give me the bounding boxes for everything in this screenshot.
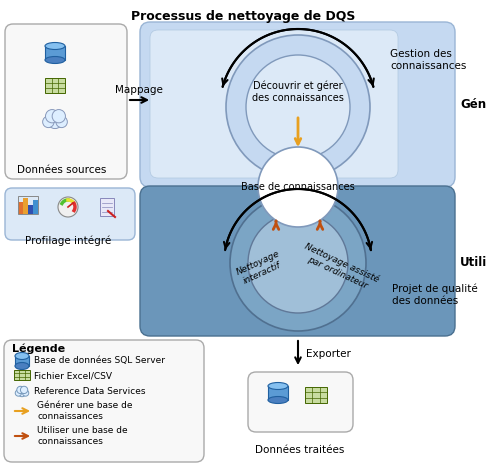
Ellipse shape bbox=[15, 363, 29, 370]
Circle shape bbox=[20, 386, 28, 394]
FancyBboxPatch shape bbox=[5, 188, 135, 240]
Text: Nettoyage
interactif: Nettoyage interactif bbox=[235, 249, 285, 287]
Circle shape bbox=[15, 390, 21, 396]
Ellipse shape bbox=[45, 57, 65, 64]
Text: Utiliser une base de
connaissances: Utiliser une base de connaissances bbox=[37, 426, 128, 446]
Text: Exporter: Exporter bbox=[306, 349, 351, 359]
Circle shape bbox=[17, 388, 27, 397]
Bar bbox=[45, 46, 65, 60]
Circle shape bbox=[258, 147, 338, 227]
Ellipse shape bbox=[268, 382, 288, 389]
Ellipse shape bbox=[45, 43, 65, 50]
Bar bbox=[14, 370, 30, 380]
Text: Mappage: Mappage bbox=[115, 85, 163, 95]
Bar bbox=[305, 387, 327, 403]
Text: Projet de qualité
des données: Projet de qualité des données bbox=[392, 284, 478, 306]
Bar bbox=[100, 198, 114, 216]
Circle shape bbox=[230, 195, 366, 331]
Text: Données traitées: Données traitées bbox=[255, 445, 345, 455]
FancyBboxPatch shape bbox=[140, 186, 455, 336]
Text: Nettoyage assisté
par ordinateur: Nettoyage assisté par ordinateur bbox=[299, 242, 381, 294]
FancyBboxPatch shape bbox=[4, 340, 204, 462]
Text: Reference Data Services: Reference Data Services bbox=[34, 388, 145, 396]
Text: Découvrir et gérer
des connaissances: Découvrir et gérer des connaissances bbox=[252, 81, 344, 103]
FancyBboxPatch shape bbox=[248, 372, 353, 432]
Text: Base de connaissances: Base de connaissances bbox=[241, 182, 355, 192]
Circle shape bbox=[248, 213, 348, 313]
Bar bbox=[268, 386, 288, 400]
Text: Générer: Générer bbox=[460, 98, 486, 111]
Circle shape bbox=[43, 116, 54, 128]
Circle shape bbox=[52, 110, 66, 123]
Bar bbox=[28, 205, 33, 214]
Bar bbox=[18, 196, 38, 214]
Bar bbox=[33, 200, 37, 214]
Bar bbox=[23, 198, 28, 214]
Ellipse shape bbox=[268, 396, 288, 403]
FancyBboxPatch shape bbox=[5, 24, 127, 179]
Bar bbox=[15, 356, 29, 366]
Text: Profilage intégré: Profilage intégré bbox=[25, 235, 111, 246]
Circle shape bbox=[58, 197, 78, 217]
Text: Processus de nettoyage de DQS: Processus de nettoyage de DQS bbox=[131, 10, 355, 23]
Bar bbox=[45, 78, 65, 93]
Text: Gestion des
connaissances: Gestion des connaissances bbox=[390, 49, 467, 71]
Circle shape bbox=[22, 390, 29, 396]
Text: Fichier Excel/CSV: Fichier Excel/CSV bbox=[34, 372, 112, 380]
Text: Générer une base de
connaissances: Générer une base de connaissances bbox=[37, 401, 133, 421]
Text: Base de données SQL Server: Base de données SQL Server bbox=[34, 356, 165, 365]
Circle shape bbox=[46, 110, 59, 123]
Circle shape bbox=[17, 386, 24, 394]
Circle shape bbox=[56, 116, 68, 128]
Text: Utiliser: Utiliser bbox=[460, 256, 486, 269]
Circle shape bbox=[246, 55, 350, 159]
Text: Données sources: Données sources bbox=[17, 165, 107, 175]
Circle shape bbox=[47, 111, 64, 129]
FancyBboxPatch shape bbox=[150, 30, 398, 178]
Bar bbox=[18, 202, 22, 214]
Circle shape bbox=[226, 35, 370, 179]
Text: Légende: Légende bbox=[12, 344, 65, 354]
Ellipse shape bbox=[15, 352, 29, 359]
FancyBboxPatch shape bbox=[140, 22, 455, 187]
